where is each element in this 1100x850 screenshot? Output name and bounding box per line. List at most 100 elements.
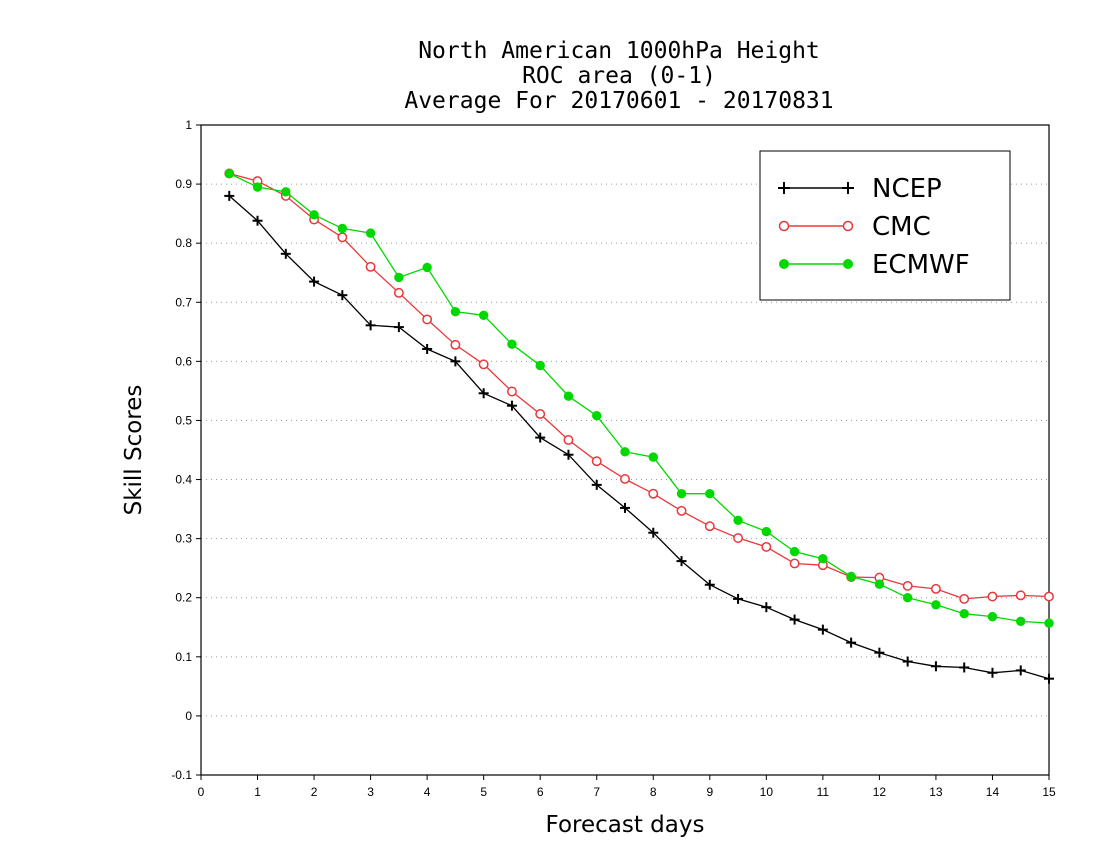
- legend: NCEP CMC ECMWF: [759, 150, 1011, 301]
- data-point-ecmwf: [818, 554, 828, 564]
- data-point-ecmwf: [563, 391, 574, 401]
- data-point-cmc: [930, 583, 941, 594]
- legend-marker-cmc: [842, 220, 854, 232]
- data-point-ncep: [450, 356, 461, 367]
- x-tick-label: 8: [650, 785, 657, 799]
- data-point-ncep: [224, 190, 235, 201]
- data-point-ecmwf: [478, 310, 489, 320]
- data-point-ecmwf: [1016, 616, 1026, 627]
- data-point-ncep: [506, 400, 517, 411]
- data-series: [224, 168, 1054, 684]
- y-tick-label: 0.5: [175, 413, 192, 427]
- y-tick-label: 0.6: [175, 354, 192, 368]
- legend-item-cmc: CMC: [778, 212, 931, 242]
- y-tick-label: 0.8: [175, 236, 192, 250]
- data-point-ecmwf: [507, 339, 517, 349]
- data-point-ncep: [761, 602, 772, 613]
- y-tick-label: 0.1: [175, 650, 192, 664]
- x-tick-label: 12: [873, 785, 887, 799]
- data-point-ecmwf: [846, 571, 856, 582]
- y-tick-label: 1: [185, 118, 192, 132]
- data-point-ecmwf: [902, 593, 913, 603]
- data-point-cmc: [761, 541, 772, 552]
- x-tick-label: 13: [929, 785, 943, 799]
- series-ncep: [224, 190, 1054, 684]
- x-tick-label: 1: [254, 785, 261, 799]
- y-tick-label: -0.1: [171, 768, 192, 782]
- data-point-cmc: [789, 558, 800, 569]
- data-point-ecmwf: [535, 360, 545, 371]
- data-point-ecmwf: [337, 223, 348, 234]
- series-line-ecmwf: [229, 172, 1050, 624]
- legend-marker-ncep: [842, 182, 854, 194]
- x-tick-label: 2: [311, 785, 318, 799]
- data-point-ncep: [704, 579, 715, 590]
- data-point-cmc: [422, 314, 433, 325]
- chart-title-line-2: ROC area (0-1): [522, 63, 716, 89]
- legend-marker-cmc: [778, 220, 790, 232]
- data-point-ncep: [337, 290, 348, 301]
- x-tick-label: 0: [198, 785, 205, 799]
- y-tick-label: 0.7: [175, 295, 192, 309]
- data-point-ncep: [930, 661, 941, 672]
- x-tick-label: 7: [593, 785, 600, 799]
- x-tick-label: 9: [706, 785, 713, 799]
- plot-frame: [200, 124, 1050, 776]
- data-point-cmc: [620, 474, 630, 484]
- data-point-cmc: [450, 339, 461, 350]
- data-point-ecmwf: [309, 210, 319, 220]
- data-point-ncep: [1044, 673, 1054, 684]
- data-point-ncep: [789, 614, 800, 625]
- data-point-ecmwf: [592, 411, 602, 421]
- y-tick-label: 0.4: [175, 473, 192, 487]
- data-point-ecmwf: [789, 546, 800, 557]
- data-point-ncep: [563, 449, 574, 460]
- data-point-cmc: [393, 287, 404, 298]
- data-point-cmc: [563, 435, 574, 445]
- data-point-cmc: [987, 591, 998, 602]
- x-tick-label: 15: [1042, 785, 1056, 799]
- data-point-cmc: [365, 261, 376, 272]
- data-point-ecmwf: [422, 262, 432, 273]
- data-point-ecmwf: [252, 182, 263, 192]
- data-point-ecmwf: [648, 452, 658, 462]
- data-point-cmc: [959, 593, 970, 604]
- x-axis-label: Forecast days: [546, 812, 705, 838]
- legend-item-ncep: NCEP: [778, 174, 942, 204]
- data-point-ecmwf: [365, 228, 376, 238]
- x-tick-label: 5: [480, 785, 487, 799]
- data-point-ncep: [422, 343, 433, 354]
- data-point-cmc: [648, 488, 659, 499]
- data-point-ecmwf: [987, 611, 998, 622]
- y-tick-label: 0: [185, 709, 192, 723]
- legend-entries: NCEP CMC ECMWF: [778, 174, 970, 280]
- y-tick-label: 0.9: [175, 177, 192, 191]
- data-point-cmc: [733, 533, 744, 543]
- x-tick-label: 14: [986, 785, 1000, 799]
- data-point-ncep: [280, 248, 291, 259]
- data-point-ecmwf: [931, 600, 941, 610]
- data-point-ncep: [1015, 665, 1026, 676]
- chart-title-line-1: North American 1000hPa Height: [418, 38, 820, 64]
- legend-label-ecmwf: ECMWF: [872, 250, 970, 280]
- data-point-ncep: [393, 322, 404, 333]
- data-point-ncep: [365, 320, 376, 331]
- data-point-cmc: [676, 505, 687, 516]
- data-point-cmc: [1015, 590, 1026, 601]
- y-tick-label: 0.3: [175, 532, 192, 546]
- data-point-ncep: [846, 637, 857, 648]
- data-point-ecmwf: [705, 489, 715, 499]
- data-point-ncep: [535, 432, 546, 443]
- data-point-ncep: [252, 215, 263, 226]
- data-point-ncep: [620, 502, 630, 513]
- data-point-ecmwf: [394, 272, 404, 283]
- legend-marker-ncep: [778, 182, 790, 194]
- series-ecmwf: [224, 168, 1054, 628]
- data-point-ecmwf: [874, 579, 885, 589]
- data-point-ncep: [874, 647, 885, 658]
- x-tick-label: 3: [367, 785, 374, 799]
- data-point-ecmwf: [761, 526, 772, 537]
- data-point-cmc: [506, 386, 517, 397]
- data-point-ncep: [648, 527, 659, 538]
- data-point-ncep: [591, 479, 602, 490]
